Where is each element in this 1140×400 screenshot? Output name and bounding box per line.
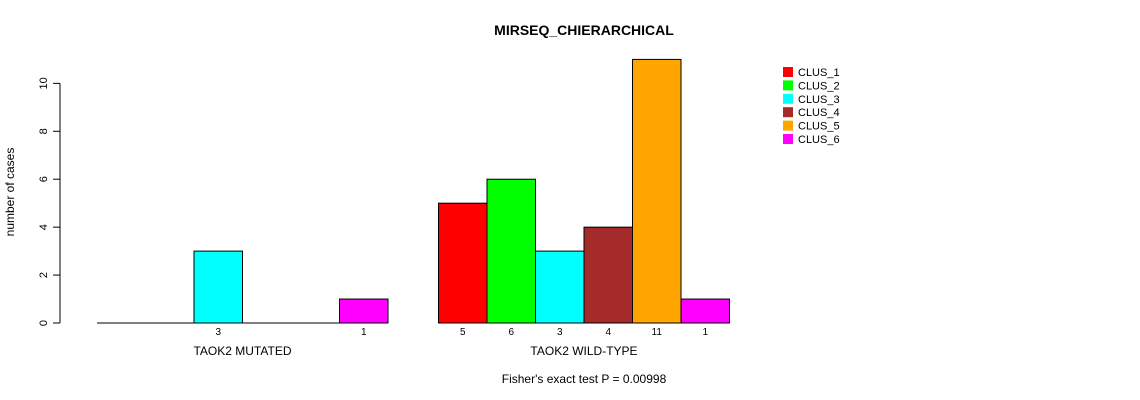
bar bbox=[535, 250, 585, 324]
bar-count-label: 3 bbox=[215, 327, 221, 338]
fisher-test-footnote: Fisher's exact test P = 0.00998 bbox=[502, 372, 667, 386]
legend-swatch bbox=[783, 67, 793, 77]
bar-count-label: 1 bbox=[361, 327, 367, 338]
y-tick-label: 8 bbox=[38, 128, 50, 134]
legend-swatch bbox=[783, 120, 793, 131]
bar bbox=[193, 250, 243, 324]
group-labels: TAOK2 MUTATED TAOK2 WILD-TYPE bbox=[193, 344, 637, 358]
legend-label: CLUS_4 bbox=[798, 107, 840, 119]
group-label: TAOK2 WILD-TYPE bbox=[530, 344, 637, 358]
legend-label: CLUS_2 bbox=[798, 80, 840, 92]
y-axis-label: number of cases bbox=[3, 148, 17, 237]
y-tick-label: 10 bbox=[38, 77, 50, 89]
y-tick-label: 0 bbox=[38, 320, 50, 326]
bar-count-label: 6 bbox=[508, 327, 514, 338]
bar-count-labels: 3 1 5 6 3 4 11 1 bbox=[215, 327, 708, 338]
bar bbox=[680, 298, 730, 324]
bar bbox=[583, 226, 633, 324]
legend-swatch bbox=[783, 80, 793, 91]
bar-count-label: 4 bbox=[605, 327, 611, 338]
y-tick-label: 2 bbox=[38, 272, 50, 278]
chart-title: MIRSEQ_CHIERARCHICAL bbox=[494, 22, 674, 38]
bar bbox=[339, 298, 389, 324]
group-label: TAOK2 MUTATED bbox=[193, 344, 291, 358]
legend-swatch bbox=[783, 134, 793, 144]
bar bbox=[632, 58, 682, 324]
bars-group bbox=[97, 58, 730, 324]
legend-label: CLUS_3 bbox=[798, 94, 840, 106]
bar-count-label: 1 bbox=[702, 327, 708, 338]
bar bbox=[438, 202, 488, 324]
y-tick-label: 4 bbox=[38, 224, 50, 230]
bar bbox=[486, 178, 536, 324]
legend-swatch bbox=[783, 107, 793, 118]
legend-label: CLUS_6 bbox=[798, 134, 840, 146]
bar-count-label: 5 bbox=[460, 327, 466, 338]
legend-label: CLUS_1 bbox=[798, 67, 840, 79]
legend-label: CLUS_5 bbox=[798, 121, 840, 133]
bar-count-label: 11 bbox=[652, 327, 663, 338]
legend-swatch bbox=[783, 93, 793, 104]
bar-count-label: 3 bbox=[557, 327, 563, 338]
y-tick-label: 6 bbox=[38, 176, 50, 182]
y-axis: 0 2 4 6 8 10 bbox=[38, 77, 61, 326]
